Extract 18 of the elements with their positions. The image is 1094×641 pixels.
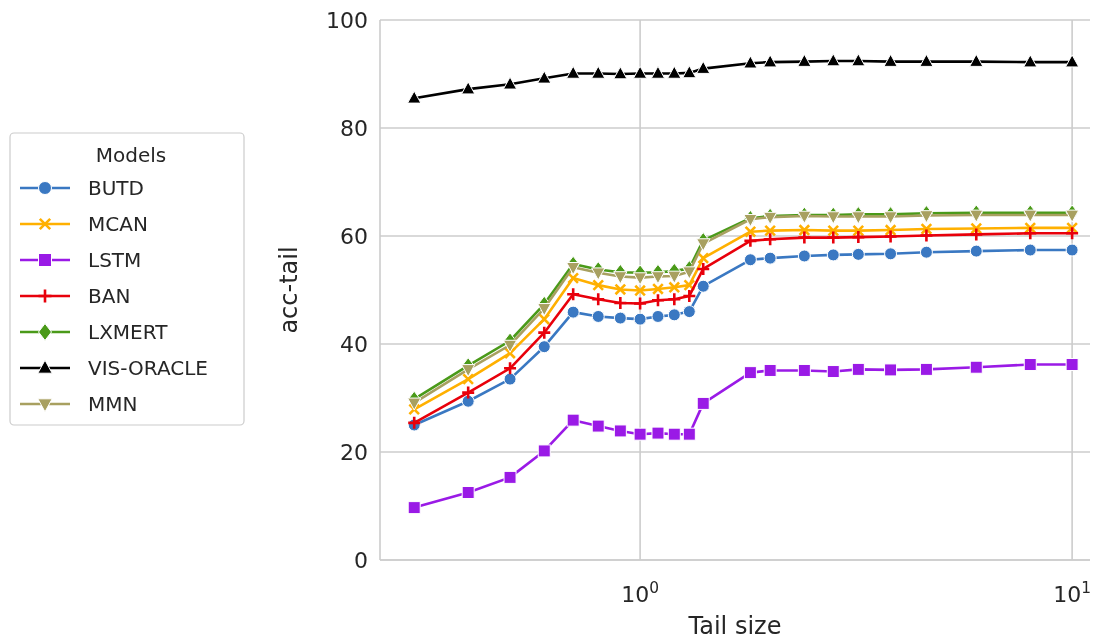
legend-label: BUTD [88, 176, 144, 200]
y-tick-label: 100 [326, 7, 368, 33]
y-tick-label: 60 [340, 223, 368, 249]
legend-label: VIS-ORACLE [88, 356, 208, 380]
legend-label: MCAN [88, 212, 148, 236]
legend-label: LXMERT [88, 320, 169, 344]
y-axis-title: acc-tail [275, 246, 303, 334]
legend-label: MMN [88, 392, 138, 416]
legend-label: BAN [88, 284, 131, 308]
y-tick-label: 80 [340, 115, 368, 141]
legend-label: LSTM [88, 248, 142, 272]
y-tick-label: 0 [354, 547, 368, 573]
y-tick-label: 20 [340, 439, 368, 465]
x-tick-label: 10$^{1}$ [1053, 579, 1092, 607]
y-tick-label: 40 [340, 331, 368, 357]
x-tick-label: 10$^{0}$ [621, 579, 659, 607]
legend-title: Models [95, 143, 167, 167]
x-axis-title: Tail size [687, 612, 782, 640]
